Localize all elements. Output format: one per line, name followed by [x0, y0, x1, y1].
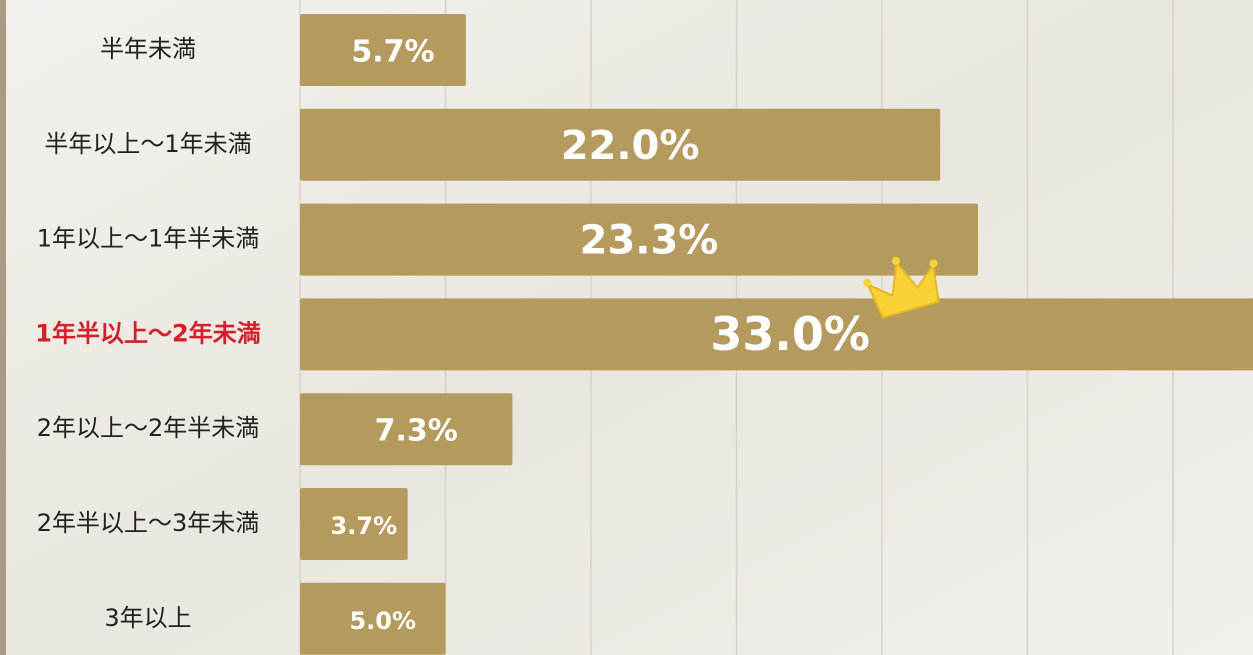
category-label: 1年半以上～2年未満 — [35, 319, 260, 347]
bar — [300, 298, 1253, 371]
value-label: 3.7% — [331, 512, 398, 540]
category-label: 2年半以上～3年未満 — [37, 509, 260, 537]
category-label: 3年以上 — [104, 604, 191, 632]
bar — [300, 14, 466, 86]
category-label: 2年以上～2年半未満 — [37, 414, 260, 442]
value-label: 5.7% — [351, 35, 434, 70]
value-label: 5.0% — [349, 607, 416, 635]
value-label: 7.3% — [375, 414, 458, 449]
left-border — [0, 0, 6, 655]
crown-icon — [863, 256, 940, 319]
value-label: 23.3% — [580, 218, 719, 264]
category-label: 半年以上～1年未満 — [44, 130, 251, 158]
value-label: 33.0% — [710, 307, 870, 361]
bar — [300, 582, 446, 655]
bar — [300, 203, 979, 276]
bar — [300, 393, 513, 466]
value-label: 22.0% — [561, 123, 700, 169]
category-label: 半年未満 — [100, 35, 196, 63]
bar — [300, 108, 941, 181]
bar — [300, 488, 408, 560]
category-label: 1年以上～1年半未満 — [37, 225, 260, 253]
